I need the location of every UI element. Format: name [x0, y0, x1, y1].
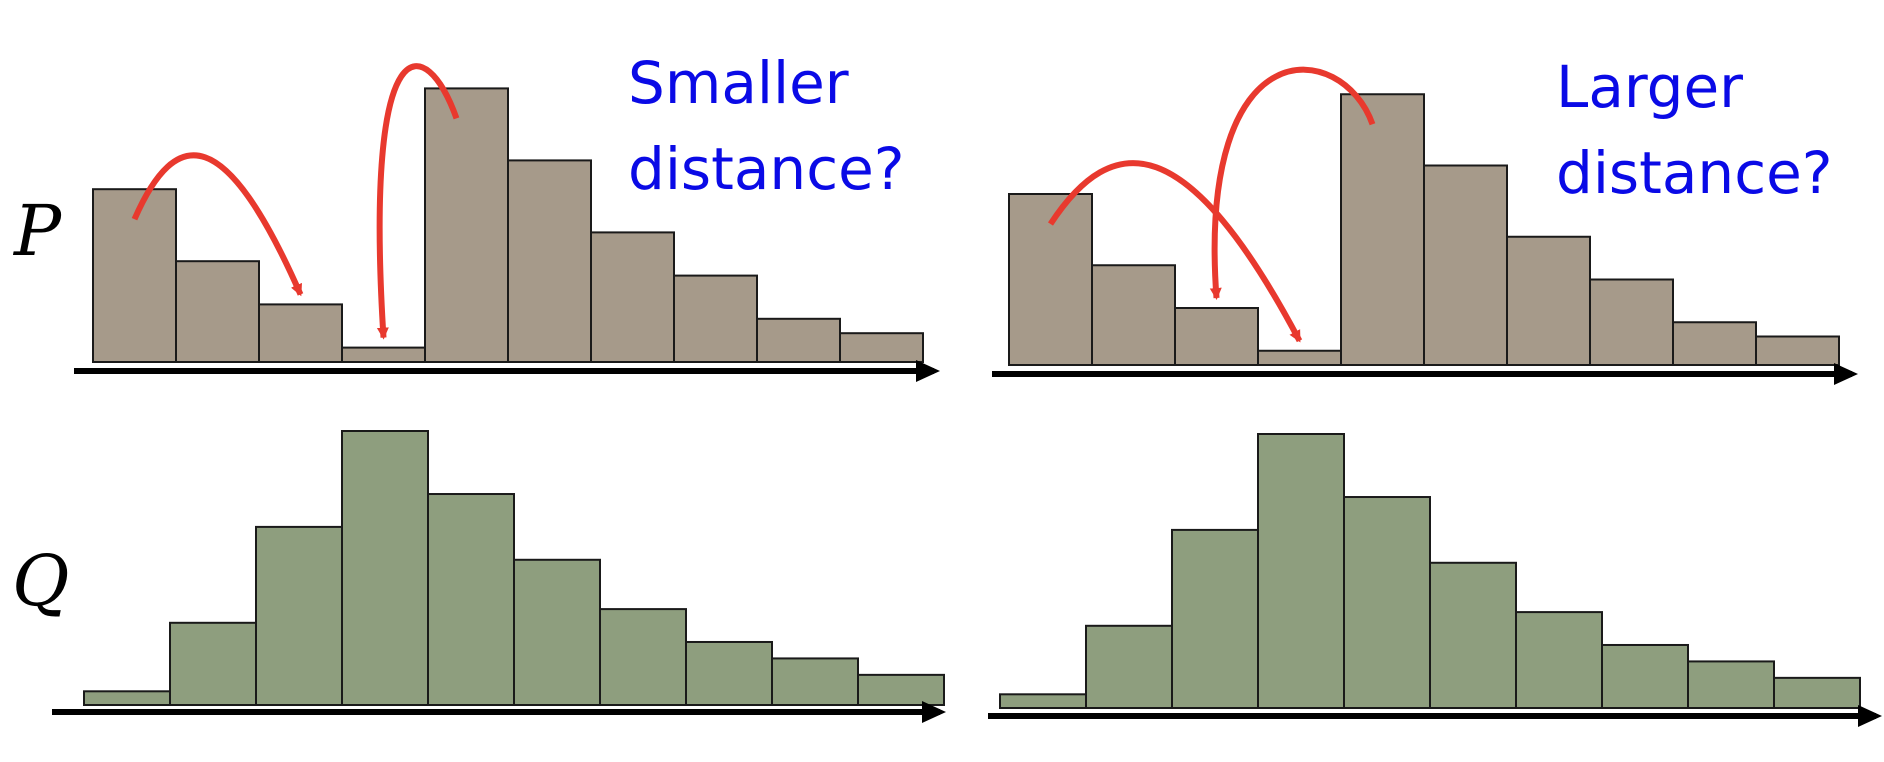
- bar-q-left-bottom-4: [427, 493, 515, 706]
- axis-arrowhead-left-top: [916, 360, 940, 382]
- panel-right-bottom: [988, 433, 1882, 727]
- bar-p-right-top-5: [1423, 164, 1508, 366]
- caption-larger-line1: Larger: [1556, 53, 1744, 121]
- bar-q-left-bottom-0: [83, 690, 171, 706]
- bar-q-left-bottom-9: [857, 673, 945, 706]
- bar-p-left-top-5: [507, 159, 592, 363]
- move-arrow-left-top-1: [376, 63, 460, 340]
- bar-p-right-top-6: [1506, 235, 1591, 366]
- bar-q-right-bottom-2: [1171, 528, 1259, 710]
- axis-arrowhead-right-top: [1834, 363, 1858, 385]
- bar-q-left-bottom-2: [255, 525, 343, 707]
- move-arrow-right-top-0: [1047, 160, 1303, 343]
- panel-left-top: [74, 63, 940, 382]
- bar-q-right-bottom-4: [1343, 496, 1431, 709]
- move-arrow-right-top-1: [1209, 66, 1376, 300]
- bar-p-left-top-4: [424, 87, 509, 364]
- bar-q-right-bottom-7: [1601, 643, 1689, 709]
- bar-p-right-top-7: [1589, 278, 1674, 366]
- bar-p-left-top-6: [590, 231, 675, 363]
- axis-arrowhead-right-bottom: [1858, 705, 1882, 727]
- bar-p-right-top-4: [1340, 93, 1425, 366]
- bar-q-right-bottom-3: [1257, 433, 1345, 709]
- bar-q-left-bottom-7: [685, 640, 773, 706]
- bar-p-right-top-9: [1755, 335, 1840, 366]
- move-arrow-left-top-0: [131, 152, 304, 297]
- bar-q-right-bottom-9: [1773, 676, 1861, 709]
- caption-smaller-line1: Smaller: [628, 49, 849, 117]
- bar-q-right-bottom-1: [1085, 624, 1173, 709]
- bar-q-right-bottom-8: [1687, 660, 1775, 709]
- bar-q-left-bottom-6: [599, 608, 687, 706]
- label-p: P: [14, 190, 62, 272]
- bar-q-left-bottom-8: [771, 657, 859, 706]
- caption-larger-line2: distance?: [1556, 139, 1833, 207]
- panel-left-bottom: [52, 430, 946, 723]
- caption-smaller-line2: distance?: [628, 135, 905, 203]
- bar-q-right-bottom-6: [1515, 611, 1603, 709]
- label-q: Q: [12, 540, 70, 622]
- bar-p-right-top-8: [1672, 321, 1757, 366]
- bar-p-left-top-3: [341, 346, 426, 364]
- bar-p-left-top-7: [673, 274, 758, 364]
- bar-p-right-top-1: [1091, 264, 1176, 366]
- bar-q-left-bottom-5: [513, 558, 601, 707]
- bar-q-right-bottom-5: [1429, 561, 1517, 710]
- bar-p-right-top-2: [1174, 307, 1259, 366]
- bar-p-left-top-1: [175, 260, 260, 364]
- bar-p-right-top-3: [1257, 349, 1342, 366]
- panel-right-top: [992, 66, 1858, 385]
- bar-p-left-top-2: [258, 303, 343, 363]
- axis-arrowhead-left-bottom: [922, 701, 946, 723]
- bar-q-left-bottom-3: [341, 430, 429, 706]
- bar-p-left-top-9: [839, 332, 924, 364]
- bar-q-right-bottom-0: [999, 693, 1087, 709]
- bar-q-left-bottom-1: [169, 621, 257, 706]
- bar-p-left-top-8: [756, 317, 841, 363]
